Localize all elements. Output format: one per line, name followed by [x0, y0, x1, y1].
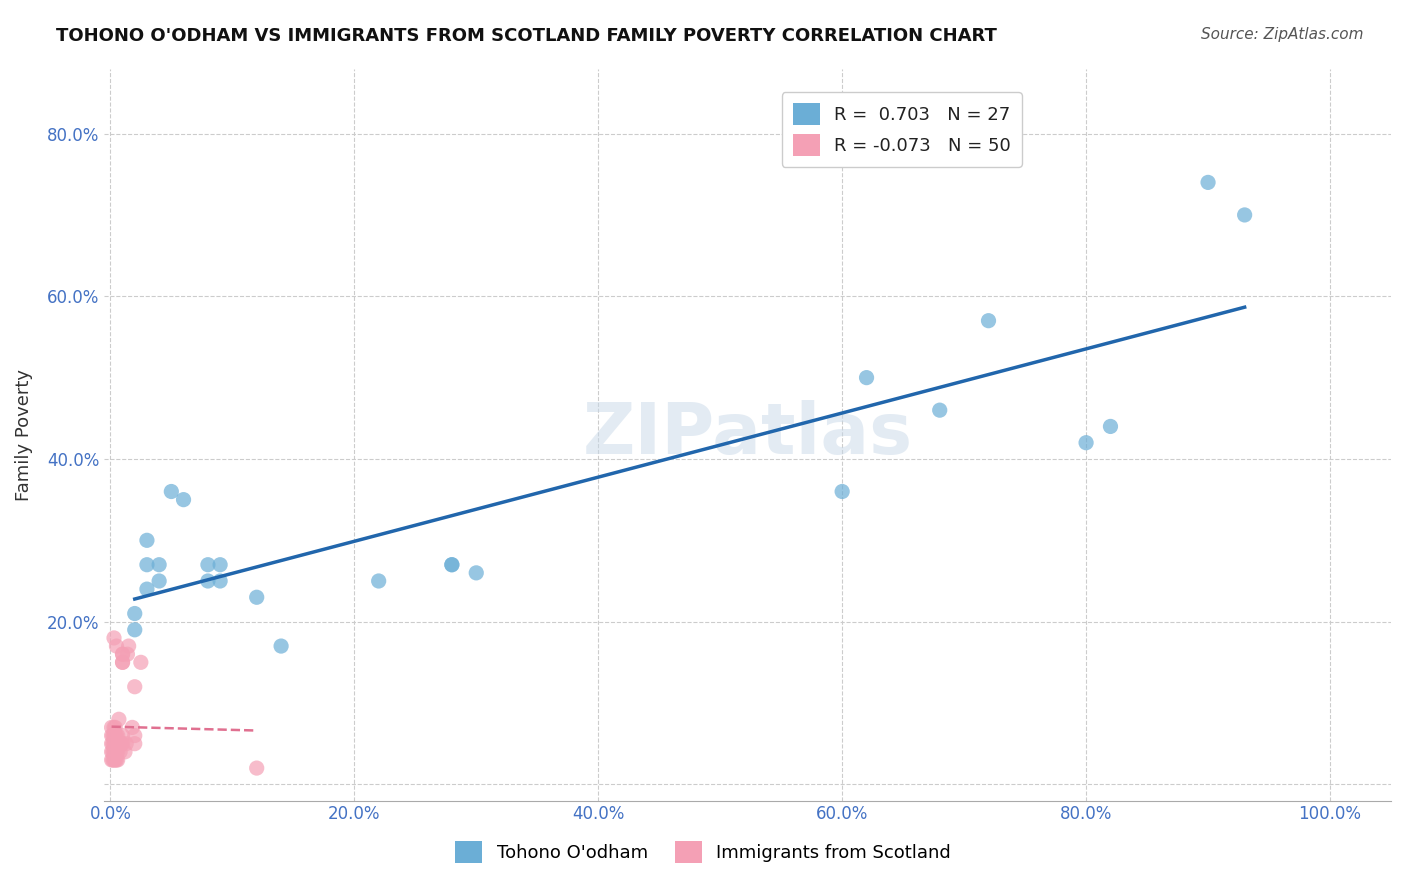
Point: [111, 737, 134, 751]
Point: [105, 639, 128, 653]
Point: [173, 492, 195, 507]
Point: [148, 574, 170, 588]
Point: [104, 729, 127, 743]
Point: [440, 558, 463, 572]
Point: [209, 574, 232, 588]
Point: [104, 737, 127, 751]
Point: [117, 639, 139, 653]
Point: [103, 737, 125, 751]
Legend: R =  0.703   N = 27, R = -0.073   N = 50: R = 0.703 N = 27, R = -0.073 N = 50: [782, 92, 1022, 167]
Point: [100, 729, 122, 743]
Point: [124, 729, 146, 743]
Point: [928, 403, 950, 417]
Point: [105, 729, 128, 743]
Point: [110, 737, 132, 751]
Point: [108, 712, 131, 726]
Point: [111, 656, 134, 670]
Point: [103, 753, 125, 767]
Point: [117, 647, 139, 661]
Point: [111, 647, 134, 661]
Point: [111, 656, 134, 670]
Text: ZIPatlas: ZIPatlas: [582, 401, 912, 469]
Point: [101, 745, 124, 759]
Point: [197, 574, 219, 588]
Point: [148, 558, 170, 572]
Point: [104, 753, 127, 767]
Point: [107, 729, 129, 743]
Point: [107, 745, 129, 759]
Point: [136, 582, 159, 596]
Point: [101, 737, 124, 751]
Y-axis label: Family Poverty: Family Poverty: [15, 368, 32, 500]
Point: [124, 680, 146, 694]
Point: [100, 753, 122, 767]
Point: [104, 745, 127, 759]
Point: [136, 558, 159, 572]
Legend: Tohono O'odham, Immigrants from Scotland: Tohono O'odham, Immigrants from Scotland: [444, 830, 962, 874]
Point: [108, 737, 131, 751]
Point: [209, 558, 232, 572]
Point: [100, 745, 122, 759]
Point: [465, 566, 488, 580]
Text: Source: ZipAtlas.com: Source: ZipAtlas.com: [1201, 27, 1364, 42]
Point: [367, 574, 389, 588]
Point: [1197, 175, 1219, 189]
Point: [103, 729, 125, 743]
Point: [121, 720, 143, 734]
Point: [197, 558, 219, 572]
Point: [111, 647, 134, 661]
Point: [104, 720, 127, 734]
Point: [105, 737, 128, 751]
Point: [1074, 435, 1097, 450]
Point: [114, 745, 136, 759]
Point: [160, 484, 183, 499]
Point: [105, 745, 128, 759]
Point: [246, 761, 269, 775]
Point: [107, 753, 129, 767]
Point: [103, 631, 125, 645]
Point: [101, 729, 124, 743]
Point: [100, 737, 122, 751]
Point: [111, 729, 134, 743]
Point: [136, 533, 159, 548]
Point: [105, 753, 128, 767]
Point: [115, 737, 138, 751]
Point: [831, 484, 853, 499]
Point: [101, 753, 124, 767]
Point: [129, 656, 152, 670]
Point: [270, 639, 292, 653]
Point: [124, 607, 146, 621]
Point: [855, 370, 877, 384]
Point: [440, 558, 463, 572]
Point: [1233, 208, 1256, 222]
Point: [1099, 419, 1122, 434]
Point: [108, 745, 131, 759]
Point: [100, 720, 122, 734]
Point: [103, 745, 125, 759]
Point: [977, 314, 1000, 328]
Point: [108, 737, 131, 751]
Point: [124, 623, 146, 637]
Text: TOHONO O'ODHAM VS IMMIGRANTS FROM SCOTLAND FAMILY POVERTY CORRELATION CHART: TOHONO O'ODHAM VS IMMIGRANTS FROM SCOTLA…: [56, 27, 997, 45]
Point: [103, 720, 125, 734]
Point: [124, 737, 146, 751]
Point: [246, 591, 269, 605]
Point: [107, 737, 129, 751]
